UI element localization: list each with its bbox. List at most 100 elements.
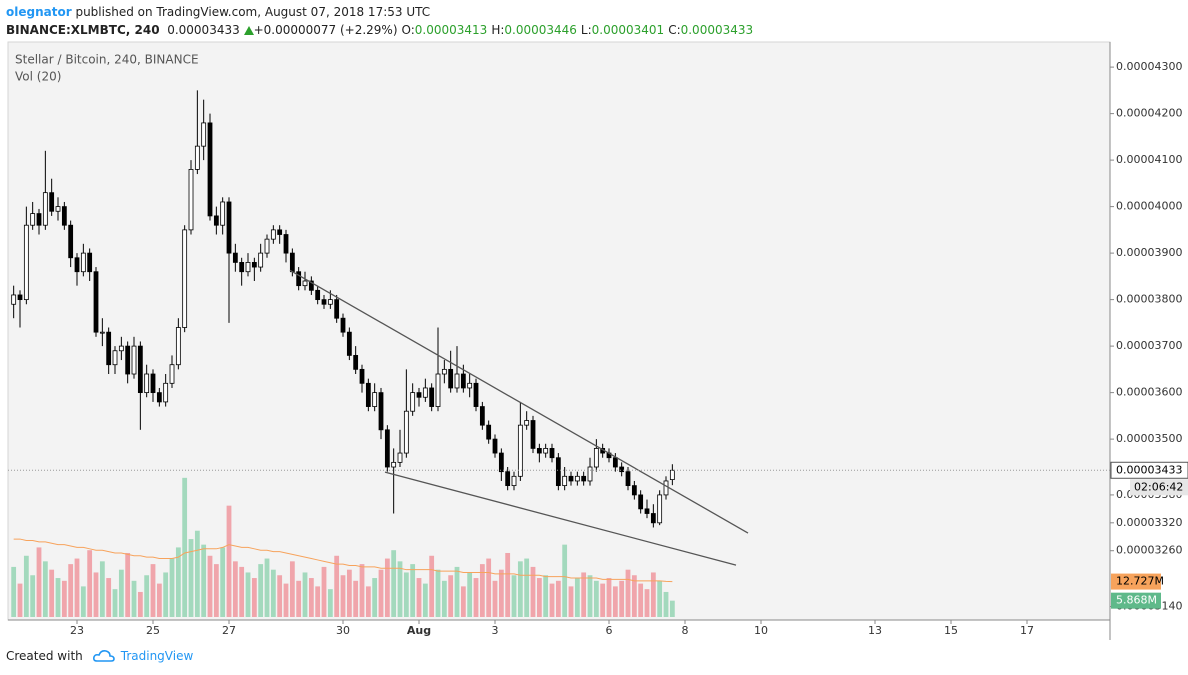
candle-body bbox=[239, 262, 245, 273]
volume-bar bbox=[42, 561, 48, 617]
y-tick-label: 0.00003260 bbox=[1116, 544, 1182, 557]
y-tick-label: 0.00003700 bbox=[1116, 339, 1182, 352]
candle-body bbox=[346, 331, 352, 356]
candle-body bbox=[55, 206, 61, 212]
candle-body bbox=[359, 368, 365, 384]
volume-bar bbox=[156, 583, 162, 617]
volume-bar bbox=[61, 580, 67, 617]
volume-bar bbox=[346, 569, 352, 617]
candle-body bbox=[397, 452, 403, 463]
brand[interactable]: TradingView bbox=[120, 649, 194, 663]
volume-bar bbox=[270, 569, 276, 617]
candle-body bbox=[460, 373, 466, 389]
x-tick-label: 15 bbox=[944, 624, 958, 637]
candle-body bbox=[118, 345, 124, 352]
candle-body bbox=[106, 331, 112, 366]
last: 0.00003433 bbox=[167, 23, 240, 37]
candle-body bbox=[410, 392, 416, 412]
candle-body bbox=[391, 461, 397, 468]
x-tick-label: 8 bbox=[682, 624, 689, 637]
author: olegnator bbox=[6, 5, 72, 19]
volume-bar bbox=[163, 572, 169, 617]
volume-bar bbox=[384, 558, 390, 617]
volume-bar bbox=[144, 575, 150, 617]
candle-body bbox=[194, 145, 200, 170]
brand-logo bbox=[92, 650, 115, 662]
candle-body bbox=[277, 229, 283, 235]
volume-bar bbox=[663, 591, 669, 617]
last-price-label: 0.00003433 bbox=[1116, 463, 1182, 476]
volume-bar bbox=[258, 564, 264, 617]
volume-bar bbox=[435, 569, 441, 617]
candle-body bbox=[74, 257, 80, 273]
candle-body bbox=[549, 448, 555, 459]
x-tick-label: 25 bbox=[146, 624, 160, 637]
x-tick-label: 13 bbox=[868, 624, 882, 637]
candle-body bbox=[353, 355, 359, 370]
candle-body bbox=[492, 438, 498, 454]
volume-bar bbox=[125, 552, 131, 617]
volume-bar bbox=[220, 547, 226, 617]
volume-bar bbox=[87, 550, 93, 617]
volume-bar bbox=[378, 569, 384, 617]
candle-body bbox=[536, 448, 542, 454]
volume-bar bbox=[549, 583, 555, 617]
candle-body bbox=[251, 262, 257, 268]
y-tick-label: 0.00003600 bbox=[1116, 386, 1182, 399]
volume-bar bbox=[99, 561, 105, 617]
volume-bar bbox=[182, 477, 188, 617]
candle-body bbox=[289, 252, 295, 273]
header: olegnator published on TradingView.com, … bbox=[6, 3, 753, 39]
volume-bar bbox=[606, 578, 612, 617]
candle-body bbox=[334, 299, 340, 319]
candle-body bbox=[530, 420, 536, 449]
volume-bar bbox=[473, 578, 479, 617]
volume-last-label: 5.868M bbox=[1116, 594, 1157, 607]
candle-body bbox=[169, 364, 175, 384]
volume-bar bbox=[650, 572, 656, 617]
candle-body bbox=[125, 345, 131, 375]
candle-body bbox=[479, 406, 485, 426]
candle-body bbox=[631, 485, 637, 496]
candle-body bbox=[657, 494, 663, 524]
volume-bar bbox=[80, 586, 86, 617]
candle-body bbox=[270, 229, 276, 240]
candle-body bbox=[302, 280, 308, 287]
volume-bar bbox=[55, 578, 61, 617]
candle-body bbox=[321, 299, 327, 305]
candle-body bbox=[87, 252, 93, 273]
x-tick-label: 27 bbox=[222, 624, 236, 637]
candle-body bbox=[340, 317, 346, 333]
candle-body bbox=[258, 252, 264, 268]
candle-body bbox=[23, 224, 29, 301]
volume-bar bbox=[74, 558, 80, 617]
plot-area bbox=[7, 41, 1111, 621]
y-tick-label: 0.00003800 bbox=[1116, 293, 1182, 306]
candle-body bbox=[619, 466, 625, 473]
volume-bar bbox=[17, 583, 23, 617]
volume-bar bbox=[277, 575, 283, 617]
axes: 0.00004300 0.00004200 0.00004100 0.00004000… bbox=[70, 60, 1188, 637]
x-tick-label: 10 bbox=[754, 624, 768, 637]
ohlc-value: 0.00003446 bbox=[504, 23, 577, 37]
y-tick-label: 0.00003500 bbox=[1116, 432, 1182, 445]
candle-body bbox=[137, 345, 143, 394]
footer: Created with TradingView bbox=[6, 649, 193, 663]
volume-bar bbox=[416, 578, 422, 617]
candle-body bbox=[612, 457, 618, 468]
volume-bar bbox=[188, 539, 194, 617]
candle-body bbox=[61, 206, 67, 226]
volume-bar bbox=[93, 572, 99, 617]
candle-body bbox=[581, 475, 587, 482]
candle-body bbox=[156, 392, 162, 403]
y-tick-label: 0.00004200 bbox=[1116, 107, 1182, 120]
volume-bar bbox=[23, 555, 29, 617]
volume-bar bbox=[327, 589, 333, 617]
candle-body bbox=[378, 392, 384, 431]
ohlc-value: 0.00003413 bbox=[414, 23, 488, 37]
volume-bar bbox=[568, 586, 574, 617]
x-tick-label: 23 bbox=[70, 624, 84, 637]
candle-body bbox=[441, 368, 447, 375]
volume-bar bbox=[239, 566, 245, 617]
